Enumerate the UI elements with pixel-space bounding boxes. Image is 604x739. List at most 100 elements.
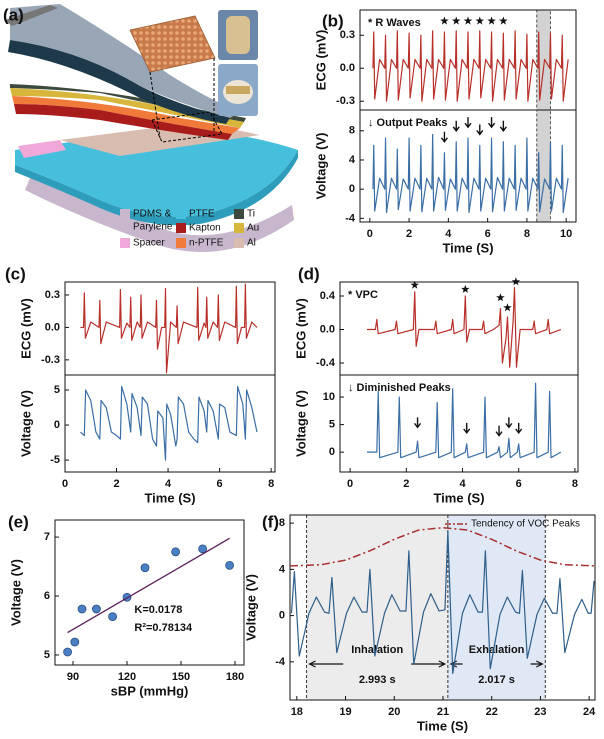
data-line (80, 385, 258, 461)
x-tick-label: 0 (347, 478, 353, 490)
marker-arrow (476, 124, 484, 136)
scatter-point (92, 604, 101, 614)
y-axis-title: ECG (mV) (313, 30, 328, 91)
legend-label: PTFE (189, 209, 215, 220)
marker-star (451, 16, 461, 25)
annotation: * VPC (348, 289, 378, 301)
marker-arrow (413, 417, 422, 429)
panel-label: (d) (298, 264, 320, 283)
y-tick-label: -5 (50, 454, 60, 466)
data-line (366, 382, 562, 459)
x-tick-label: 20 (388, 706, 400, 718)
x-axis-title: Time (S) (144, 490, 195, 505)
legend-label: PDMS & (133, 209, 172, 220)
zoom-box (151, 111, 223, 143)
x-tick-label: 180 (226, 671, 244, 683)
fit-line (67, 537, 230, 634)
x-tick-label: 21 (437, 706, 449, 718)
n-ptfe-layer (12, 96, 240, 134)
x-tick-label: 8 (572, 478, 578, 490)
y-tick-label: 5 (44, 649, 50, 661)
marker-arrow (495, 425, 503, 437)
plot-frame (54, 519, 245, 666)
y-tick-label: -4 (345, 212, 356, 224)
y-axis-title: Voltage (V) (18, 390, 33, 457)
x-tick-label: 2 (403, 478, 409, 490)
scatter-point (225, 560, 235, 570)
scatter-point (77, 604, 87, 614)
x-tick-label: 10 (560, 228, 572, 240)
legend-swatch (176, 223, 186, 233)
marker-star (499, 16, 508, 25)
y-tick-label: -0.4 (316, 357, 336, 369)
x-tick-label: 6 (217, 478, 223, 490)
scatter-point (140, 563, 150, 573)
marker-arrow (464, 117, 472, 129)
annotation: ↓ Diminished Peaks (348, 382, 451, 394)
y-tick-label: -4 (275, 656, 286, 668)
y-axis-title: ECG (mV) (293, 298, 308, 359)
ptfe-edge (15, 150, 298, 226)
marker-star (461, 284, 470, 293)
marker-arrow (452, 120, 460, 132)
phase-region (306, 515, 448, 700)
x-tick-label: 4 (459, 478, 466, 490)
data-line (290, 530, 595, 675)
spacer-layer (18, 140, 66, 158)
legend-label: n-PTFE (189, 238, 224, 249)
marker-star (440, 16, 449, 25)
y-tick-label: 5 (329, 419, 335, 431)
panel-label: (e) (8, 512, 29, 531)
y-tick-label: 0 (329, 446, 335, 458)
data-line (289, 526, 595, 567)
panel-label: (a) (3, 5, 24, 24)
phase-arrow (411, 660, 447, 668)
marker-star (503, 303, 512, 312)
legend-label: Kapton (189, 223, 221, 234)
annotation: R²=0.78134 (134, 622, 193, 634)
inset-band (226, 86, 250, 94)
legend-swatch (176, 209, 186, 219)
marker-star (410, 280, 420, 289)
x-tick-label: 2 (113, 478, 119, 490)
x-axis-title: Time (S) (433, 490, 484, 505)
plot-frame (359, 109, 577, 223)
phase-arrow (308, 660, 344, 668)
panel-label: (c) (5, 264, 26, 283)
legend-label: Au (247, 223, 259, 234)
inset-device (226, 16, 250, 54)
marker-arrow (505, 417, 513, 429)
x-tick-label: 0 (62, 478, 68, 490)
legend-label: Al (247, 238, 256, 249)
phase-duration: 2.993 s (359, 674, 396, 686)
x-tick-label: 19 (339, 706, 351, 718)
x-tick-label: 6 (516, 478, 522, 490)
y-tick-label: 0.0 (45, 321, 60, 333)
top-sheet-dark (8, 40, 230, 124)
data-line (372, 30, 569, 102)
y-axis-title: ECG (mV) (18, 298, 33, 359)
marker-star (475, 16, 485, 25)
marker-arrow (488, 117, 496, 129)
legend-label: Ti (247, 209, 255, 220)
legend-swatch (234, 238, 244, 248)
y-tick-label: 0 (279, 610, 285, 622)
scatter-point (171, 547, 181, 557)
x-tick-label: 24 (583, 706, 596, 718)
y-tick-label: 8 (349, 125, 355, 137)
y-axis-title: Voltage (V) (8, 559, 23, 626)
x-tick-label: 8 (524, 228, 530, 240)
annotation: * R Waves (368, 17, 421, 29)
y-axis-title: Voltage (V) (313, 133, 328, 200)
marker-arrow (499, 120, 507, 132)
y-tick-label: 0.0 (320, 323, 335, 335)
legend-swatch (234, 223, 244, 233)
marker-arrow (440, 131, 448, 143)
x-axis-title: Time (S) (417, 718, 468, 733)
phase-label: Exhalation (469, 644, 525, 656)
y-axis-title: Voltage (V) (293, 390, 308, 457)
x-axis-title: Time (S) (442, 240, 493, 255)
scatter-point (198, 544, 208, 554)
